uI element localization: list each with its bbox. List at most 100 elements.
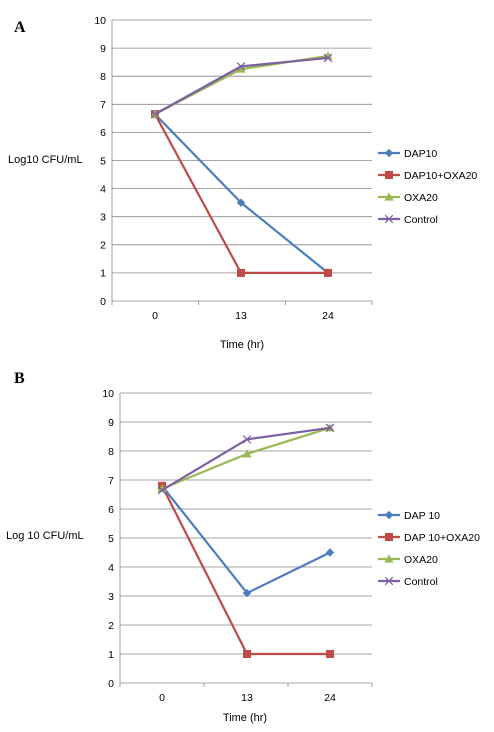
panel-a-series-1: [151, 110, 332, 277]
panel-b-legend-label: DAP 10+OXA20: [404, 532, 480, 544]
panel-b-legend-label: Control: [404, 576, 438, 588]
panel-a-x-axis-title: Time (hr): [220, 339, 264, 351]
panel-a-ytick-label: 7: [100, 99, 106, 111]
panel-a-xtick-label: 13: [235, 310, 247, 322]
panel-b-series-3: [157, 423, 335, 495]
panel-b-legend-item: DAP 10: [378, 510, 440, 522]
panel-a-ytick-label: 3: [100, 212, 106, 224]
panel-a-data-point: [236, 64, 246, 73]
panel-b-legend-marker: [385, 533, 393, 541]
panel-a-legend-marker: [384, 214, 394, 224]
panel-b-data-point: [242, 435, 252, 444]
panel-a-legend-item: DAP10+OXA20: [378, 170, 477, 182]
panel-b-ytick-label: 5: [108, 533, 114, 545]
panel-a: A 0 1 2 3 4 5 6 7 8 9 10 0 13 24 Log10 CFU/mL Time (…: [8, 15, 477, 351]
panel-a-series-line: [154, 113, 328, 274]
panel-b-ytick-label: 9: [108, 417, 114, 429]
panel-a-legend-marker: [384, 148, 394, 158]
panel-b-xtick-label: 0: [159, 692, 165, 704]
panel-b-ytick-label: 3: [108, 591, 114, 603]
panel-b-legend-marker: [384, 554, 394, 563]
panel-b-data-point: [157, 485, 167, 495]
panel-a-data-point: [236, 62, 246, 71]
panel-a-ytick-label: 5: [100, 155, 106, 167]
panel-a-legend-item: DAP10: [378, 148, 437, 160]
panel-b-legend-item: Control: [378, 576, 438, 588]
panel-b-series-1: [158, 481, 334, 658]
panel-a-yticks: 0 1 2 3 4 5 6 7 8 9 10: [94, 15, 106, 308]
panel-b-series: [157, 423, 335, 658]
panel-a-legend-item: OXA20: [378, 192, 438, 204]
panel-b-data-point: [325, 548, 335, 557]
panel-b-data-point: [243, 650, 251, 658]
panel-b-legend-item: DAP 10+OXA20: [378, 532, 480, 544]
panel-b-letter: B: [14, 370, 25, 387]
panel-a-letter: A: [14, 19, 26, 36]
panel-b-xtick-label: 24: [324, 692, 336, 704]
panel-a-ytick-label: 10: [94, 15, 106, 27]
panel-b-series-line: [161, 426, 331, 492]
panel-b-data-point: [242, 588, 252, 598]
panel-a-ytick-label: 4: [100, 183, 106, 195]
panel-b-ytick-label: 8: [108, 446, 114, 458]
panel-a-series: [150, 51, 333, 278]
panel-b-ytick-label: 0: [108, 678, 114, 690]
panel-a-legend-label: Control: [404, 214, 438, 226]
panel-a-data-point: [323, 53, 333, 63]
panel-a-ytick-label: 6: [100, 127, 106, 139]
panel-b-series-line: [161, 485, 331, 595]
panel-b-legend-label: DAP 10: [404, 510, 440, 522]
panel-a-legend-label: DAP10: [404, 148, 437, 160]
panel-b: B 0 1 2 3 4 5 6 7 8 9 10 0 13 24 Log 10 CFU/mL Time …: [6, 370, 480, 724]
panel-b-ytick-label: 1: [108, 649, 114, 661]
panel-b-data-point: [325, 423, 335, 433]
panel-a-series-2: [150, 51, 333, 118]
panel-b-legend-item: OXA20: [378, 554, 438, 566]
panel-a-axes: [111, 20, 373, 305]
panel-a-y-axis-title: Log10 CFU/mL: [8, 154, 83, 166]
panel-b-axes: [119, 393, 373, 687]
panel-a-data-point: [150, 109, 160, 119]
panel-b-series-0: [157, 481, 335, 598]
panel-a-ytick-label: 9: [100, 43, 106, 55]
panel-b-legend: DAP 10 DAP 10+OXA20 OXA20 Control: [378, 510, 480, 588]
panel-b-ytick-label: 4: [108, 562, 114, 574]
panel-b-grid: [120, 392, 372, 655]
panel-b-ytick-label: 2: [108, 620, 114, 632]
panel-b-legend-marker: [384, 510, 394, 520]
panel-a-ytick-label: 2: [100, 240, 106, 252]
panel-b-data-point: [157, 484, 167, 493]
panel-a-ytick-label: 0: [100, 296, 106, 308]
panel-a-legend-item: Control: [378, 214, 438, 226]
panel-a-series-line: [154, 113, 329, 274]
panel-b-series-line: [161, 426, 331, 490]
panel-b-ytick-label: 6: [108, 504, 114, 516]
panel-a-grid: [112, 19, 372, 274]
panel-b-ytick-label: 7: [108, 475, 114, 487]
panel-a-data-point: [324, 268, 332, 277]
panel-a-ytick-label: 8: [100, 71, 106, 83]
panel-b-legend-marker: [384, 576, 394, 586]
panel-b-data-point: [326, 650, 334, 658]
panel-a-legend-label: OXA20: [404, 192, 438, 204]
panel-a-xtick-label: 0: [152, 310, 158, 322]
panel-a-ytick-label: 1: [100, 268, 106, 280]
panel-b-series-2: [157, 423, 335, 493]
panel-a-data-point: [237, 268, 245, 277]
panel-b-data-point: [242, 449, 252, 458]
panel-b-y-axis-title: Log 10 CFU/mL: [6, 530, 84, 542]
panel-b-x-axis-title: Time (hr): [223, 712, 267, 724]
panel-a-series-3: [150, 53, 333, 119]
panel-a-data-point: [236, 198, 246, 207]
panel-b-ytick-label: 10: [102, 388, 114, 400]
panel-a-series-0: [150, 109, 333, 278]
panel-a-series-line: [154, 54, 329, 116]
panel-b-yticks: 0 1 2 3 4 5 6 7 8 9 10: [102, 388, 114, 690]
panel-b-xtick-label: 13: [241, 692, 253, 704]
panel-a-legend-marker: [384, 192, 394, 201]
panel-a-xticks: 0 13 24: [152, 310, 334, 322]
panel-a-legend-marker: [385, 171, 393, 179]
panel-b-xticks: 0 13 24: [159, 692, 336, 704]
panel-a-legend: DAP10 DAP10+OXA20 OXA20 Control: [378, 148, 477, 226]
